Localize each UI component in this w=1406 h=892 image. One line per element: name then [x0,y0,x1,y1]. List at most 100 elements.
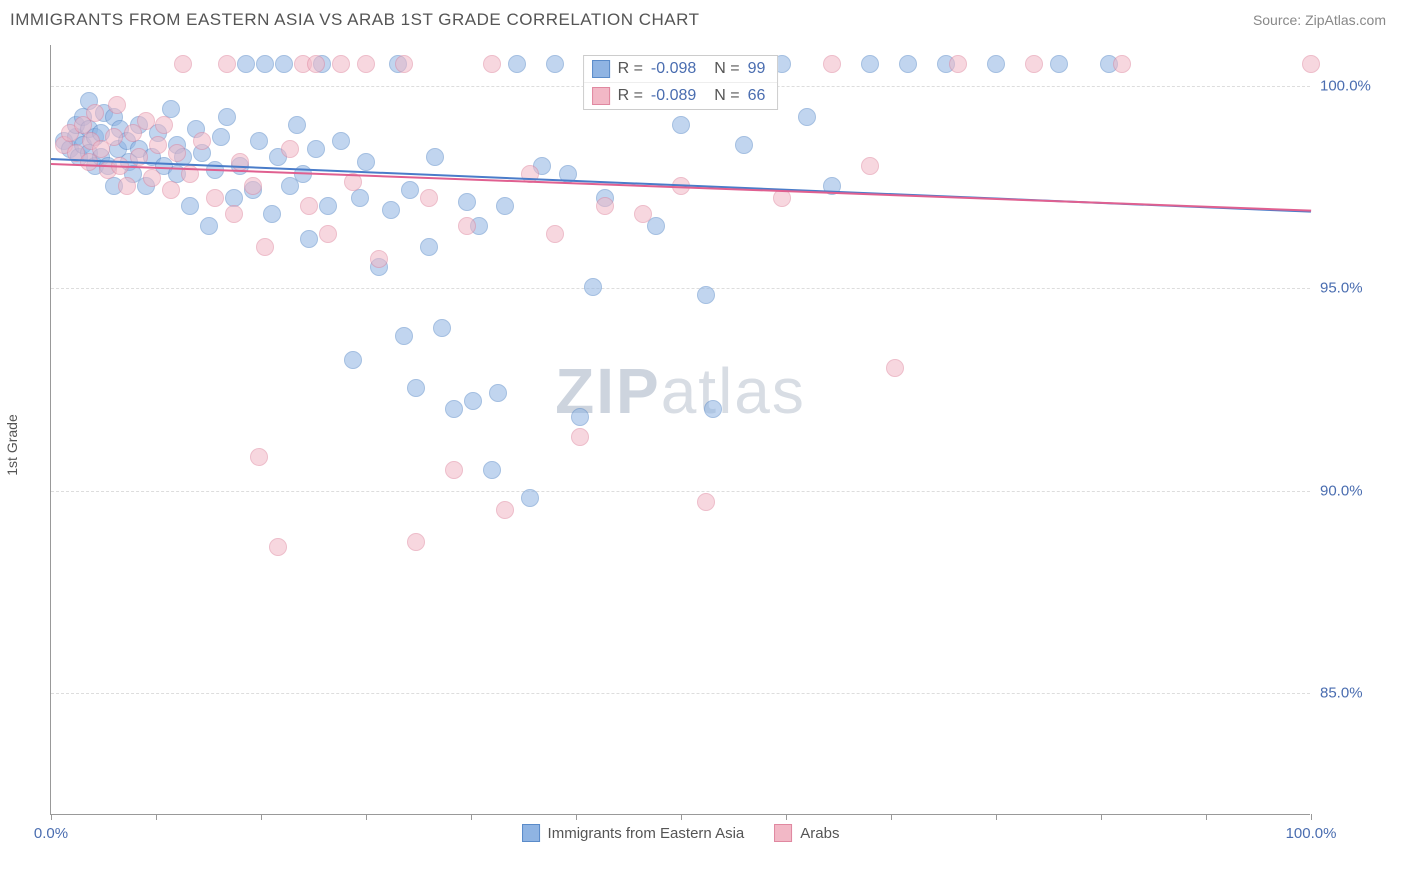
x-tick [51,814,52,820]
data-point [496,501,514,519]
data-point [445,400,463,418]
data-point [426,148,444,166]
data-point [584,278,602,296]
legend: Immigrants from Eastern Asia Arabs [522,824,840,842]
data-point [168,144,186,162]
data-point [483,55,501,73]
data-point [445,461,463,479]
data-point [899,55,917,73]
x-tick [471,814,472,820]
data-point [162,181,180,199]
data-point [886,359,904,377]
data-point [489,384,507,402]
watermark: ZIPatlas [555,354,806,428]
data-point [798,108,816,126]
data-point [200,217,218,235]
watermark-light: atlas [661,355,806,427]
gridline-horizontal [51,693,1310,694]
data-point [420,238,438,256]
x-tick [681,814,682,820]
stat-r-value: -0.098 [651,60,696,78]
data-point [193,132,211,150]
data-point [108,96,126,114]
data-point [546,225,564,243]
legend-label: Arabs [800,825,839,842]
chart-header: IMMIGRANTS FROM EASTERN ASIA VS ARAB 1ST… [0,0,1406,30]
legend-swatch [522,824,540,842]
data-point [546,55,564,73]
data-point [143,169,161,187]
data-point [704,400,722,418]
stat-r-label: R = [618,60,643,78]
data-point [672,116,690,134]
data-point [250,448,268,466]
x-tick [261,814,262,820]
data-point [155,116,173,134]
data-point [237,55,255,73]
x-tick-label: 0.0% [34,825,68,842]
data-point [137,112,155,130]
x-tick-label: 100.0% [1286,825,1337,842]
data-point [458,217,476,235]
data-point [697,493,715,511]
x-tick [1206,814,1207,820]
x-tick [156,814,157,820]
data-point [496,197,514,215]
legend-label: Immigrants from Eastern Asia [548,825,745,842]
stat-n-label: N = [714,60,739,78]
data-point [823,55,841,73]
legend-item: Arabs [774,824,839,842]
data-point [370,250,388,268]
data-point [464,392,482,410]
data-point [319,197,337,215]
y-axis-label: 1st Grade [4,414,20,475]
data-point [521,489,539,507]
x-tick [891,814,892,820]
stats-row: R =-0.089N =66 [584,82,778,109]
data-point [263,205,281,223]
data-point [571,408,589,426]
gridline-horizontal [51,288,1310,289]
data-point [401,181,419,199]
x-tick [366,814,367,820]
data-point [269,538,287,556]
data-point [508,55,526,73]
data-point [407,379,425,397]
data-point [351,189,369,207]
data-point [181,197,199,215]
data-point [861,55,879,73]
data-point [212,128,230,146]
stats-row: R = -0.098 N = 99 [584,56,778,82]
data-point [86,104,104,122]
data-point [275,55,293,73]
data-point [1113,55,1131,73]
stat-n-value: 99 [748,60,766,78]
data-point [307,55,325,73]
data-point [118,177,136,195]
data-point [300,230,318,248]
data-point [256,238,274,256]
x-tick [576,814,577,820]
data-point [149,136,167,154]
data-point [987,55,1005,73]
data-point [256,55,274,73]
data-point [244,177,262,195]
plot-area: ZIPatlas R =-0.098N =99R =-0.089N =66 Im… [50,45,1310,815]
stat-n-label: N = [714,87,739,105]
data-point [357,55,375,73]
data-point [206,189,224,207]
y-tick-label: 85.0% [1320,685,1395,702]
data-point [250,132,268,150]
y-tick-label: 90.0% [1320,482,1395,499]
data-point [225,205,243,223]
data-point [1302,55,1320,73]
legend-item: Immigrants from Eastern Asia [522,824,745,842]
data-point [218,108,236,126]
data-point [332,55,350,73]
data-point [596,197,614,215]
chart-title: IMMIGRANTS FROM EASTERN ASIA VS ARAB 1ST… [10,10,699,30]
x-tick [1311,814,1312,820]
data-point [382,201,400,219]
data-point [174,55,192,73]
chart-source: Source: ZipAtlas.com [1253,12,1386,28]
